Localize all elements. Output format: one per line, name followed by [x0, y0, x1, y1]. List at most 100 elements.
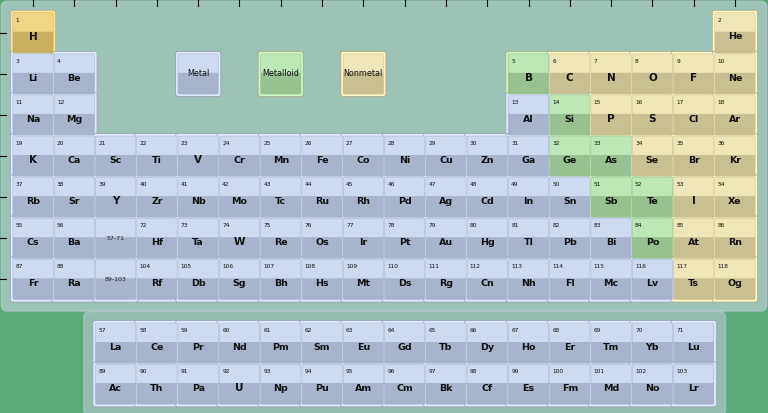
- FancyBboxPatch shape: [96, 260, 136, 278]
- Text: Hg: Hg: [480, 238, 495, 247]
- Text: Li: Li: [28, 74, 38, 83]
- FancyBboxPatch shape: [467, 178, 507, 196]
- Text: 35: 35: [677, 141, 684, 146]
- FancyBboxPatch shape: [549, 364, 591, 405]
- FancyBboxPatch shape: [632, 136, 672, 155]
- Text: Cn: Cn: [480, 279, 494, 288]
- FancyBboxPatch shape: [96, 323, 136, 342]
- Text: 113: 113: [511, 264, 522, 269]
- FancyBboxPatch shape: [426, 136, 466, 155]
- FancyBboxPatch shape: [51, 133, 97, 179]
- FancyBboxPatch shape: [12, 218, 54, 259]
- Text: Be: Be: [68, 74, 81, 83]
- Text: 105: 105: [180, 264, 192, 269]
- FancyBboxPatch shape: [93, 320, 138, 366]
- FancyBboxPatch shape: [632, 54, 672, 73]
- FancyBboxPatch shape: [591, 323, 631, 363]
- FancyBboxPatch shape: [550, 364, 590, 383]
- FancyBboxPatch shape: [632, 95, 672, 114]
- Text: Au: Au: [439, 238, 453, 247]
- FancyBboxPatch shape: [591, 218, 631, 237]
- FancyBboxPatch shape: [300, 216, 345, 261]
- Text: 51: 51: [594, 182, 601, 187]
- FancyBboxPatch shape: [467, 364, 508, 405]
- FancyBboxPatch shape: [219, 177, 260, 218]
- FancyBboxPatch shape: [550, 323, 590, 342]
- Text: 91: 91: [180, 369, 188, 374]
- Text: Si: Si: [564, 115, 574, 123]
- Text: 6: 6: [552, 59, 556, 64]
- Text: 94: 94: [305, 369, 313, 374]
- Text: Lv: Lv: [646, 279, 658, 288]
- Text: F: F: [690, 73, 697, 83]
- Text: 25: 25: [263, 141, 271, 146]
- FancyBboxPatch shape: [508, 323, 548, 342]
- Text: Nb: Nb: [190, 197, 206, 206]
- Text: 7: 7: [594, 59, 598, 64]
- Text: Br: Br: [687, 156, 700, 165]
- FancyBboxPatch shape: [385, 178, 425, 196]
- FancyBboxPatch shape: [300, 320, 345, 366]
- Text: Ta: Ta: [192, 238, 204, 247]
- Text: Pd: Pd: [398, 197, 412, 206]
- FancyBboxPatch shape: [508, 364, 548, 383]
- FancyBboxPatch shape: [465, 133, 510, 179]
- FancyBboxPatch shape: [219, 218, 260, 259]
- FancyBboxPatch shape: [467, 218, 508, 259]
- Text: 20: 20: [57, 141, 65, 146]
- FancyBboxPatch shape: [550, 54, 590, 73]
- FancyBboxPatch shape: [465, 257, 510, 302]
- FancyBboxPatch shape: [300, 362, 345, 407]
- Text: Cf: Cf: [482, 384, 493, 393]
- FancyBboxPatch shape: [220, 323, 260, 342]
- FancyBboxPatch shape: [426, 178, 466, 196]
- Text: Rh: Rh: [356, 197, 370, 206]
- Text: As: As: [604, 156, 617, 165]
- FancyBboxPatch shape: [343, 364, 384, 405]
- Text: Sc: Sc: [109, 156, 122, 165]
- FancyBboxPatch shape: [260, 177, 301, 218]
- Text: Na: Na: [26, 115, 40, 123]
- FancyBboxPatch shape: [12, 95, 54, 135]
- FancyBboxPatch shape: [508, 136, 549, 176]
- FancyBboxPatch shape: [95, 259, 136, 300]
- FancyBboxPatch shape: [426, 364, 466, 383]
- FancyBboxPatch shape: [630, 93, 675, 138]
- FancyBboxPatch shape: [712, 133, 758, 179]
- FancyBboxPatch shape: [385, 364, 425, 383]
- Text: In: In: [523, 197, 534, 206]
- FancyBboxPatch shape: [385, 323, 425, 342]
- FancyBboxPatch shape: [506, 320, 551, 366]
- FancyBboxPatch shape: [219, 364, 260, 405]
- Text: 50: 50: [552, 182, 560, 187]
- FancyBboxPatch shape: [630, 216, 675, 261]
- Text: 39: 39: [98, 182, 106, 187]
- Text: Tb: Tb: [439, 343, 452, 352]
- FancyBboxPatch shape: [258, 51, 303, 97]
- FancyBboxPatch shape: [632, 54, 673, 94]
- Text: U: U: [235, 383, 243, 393]
- FancyBboxPatch shape: [550, 95, 590, 114]
- FancyBboxPatch shape: [93, 133, 138, 179]
- Text: 64: 64: [387, 328, 395, 333]
- Text: Ni: Ni: [399, 156, 410, 165]
- Text: Cl: Cl: [689, 115, 699, 123]
- FancyBboxPatch shape: [550, 218, 590, 237]
- FancyBboxPatch shape: [10, 93, 56, 138]
- Text: Sg: Sg: [233, 279, 247, 288]
- Text: 79: 79: [429, 223, 436, 228]
- FancyBboxPatch shape: [220, 178, 260, 196]
- FancyBboxPatch shape: [220, 218, 260, 237]
- FancyBboxPatch shape: [178, 323, 218, 342]
- FancyBboxPatch shape: [467, 177, 508, 218]
- Text: 65: 65: [429, 328, 436, 333]
- Text: Te: Te: [647, 197, 658, 206]
- FancyBboxPatch shape: [671, 320, 717, 366]
- FancyBboxPatch shape: [302, 323, 342, 342]
- Text: Ag: Ag: [439, 197, 453, 206]
- Text: Re: Re: [274, 238, 287, 247]
- FancyBboxPatch shape: [176, 216, 221, 261]
- FancyBboxPatch shape: [506, 216, 551, 261]
- Text: Cm: Cm: [396, 384, 413, 393]
- FancyBboxPatch shape: [55, 136, 94, 155]
